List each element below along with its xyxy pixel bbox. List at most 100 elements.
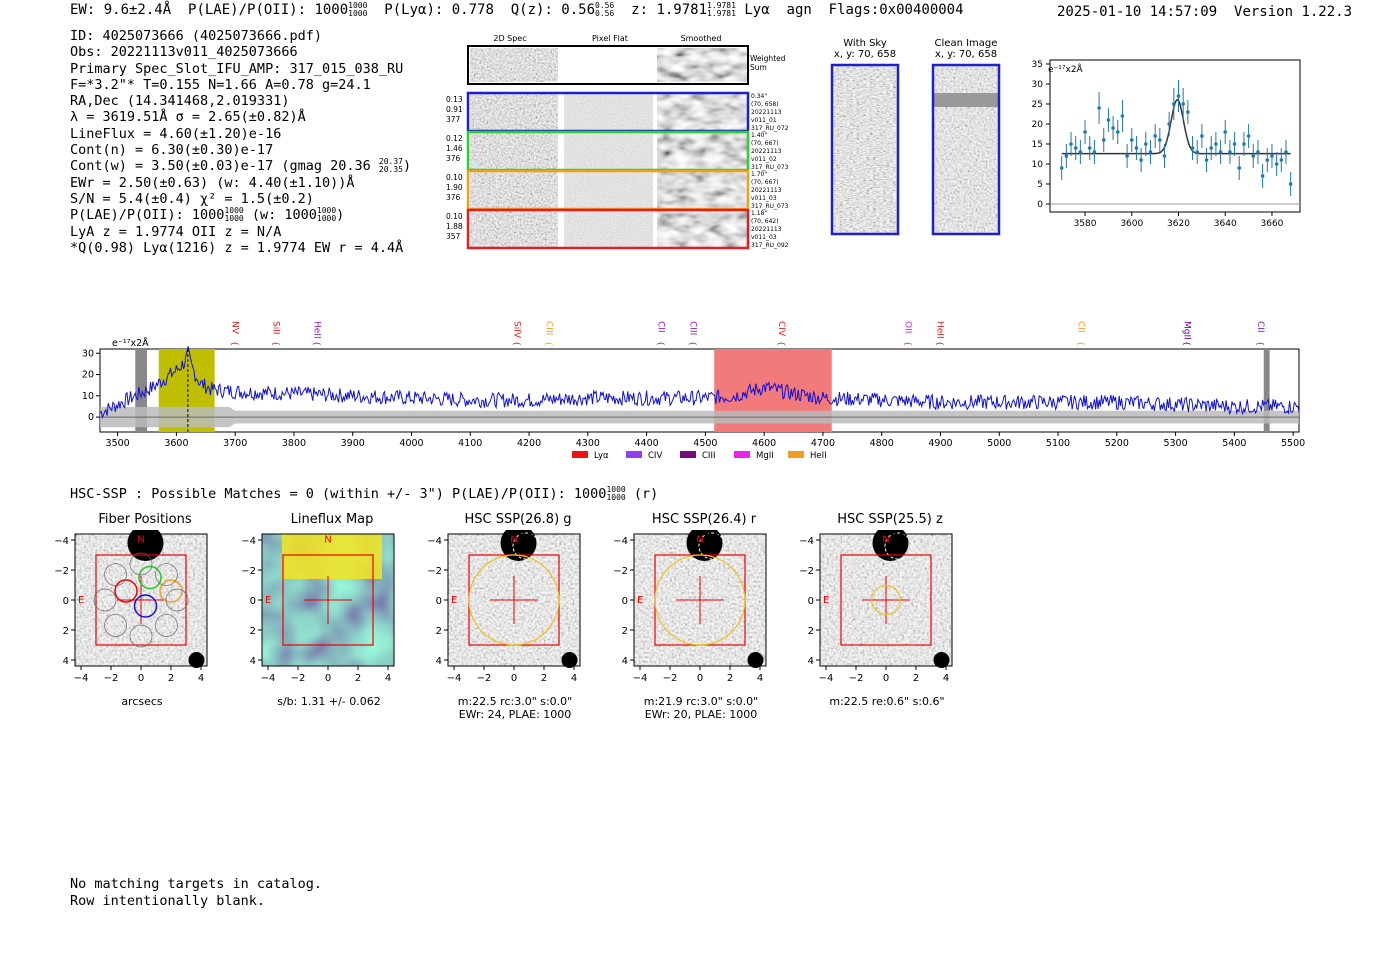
zoom-xtick-label: 3660 <box>1261 219 1284 229</box>
zoom-point <box>1106 118 1111 122</box>
zoom-point <box>1256 150 1260 154</box>
legend-swatch <box>680 451 696 458</box>
legend-label: Lyα <box>594 451 609 461</box>
zoom-point <box>1120 114 1125 118</box>
compass-n: N <box>510 534 517 545</box>
full-xtick-label: 4500 <box>693 438 717 449</box>
zoom-point <box>1200 134 1204 138</box>
hsc-thumb-image: N E −4 4 −2 2 0 0 2 −2 4 −4 <box>54 530 208 684</box>
hsc-ytick-label: −4 <box>799 536 814 547</box>
hsc-ytick-label: −4 <box>613 536 628 547</box>
hsc-thumb-title: Fiber Positions <box>98 512 192 527</box>
hsc-thumb-title: Lineflux Map <box>290 512 374 527</box>
hsc-xtick-label: −2 <box>104 673 119 684</box>
info-contw: Cont(w) = 3.50(±0.03)e-17 (gmag 20.36 20… <box>70 157 412 175</box>
zoom-ytick-label: 30 <box>1032 80 1044 90</box>
zoom-point <box>1214 142 1218 146</box>
zoom-point <box>1083 130 1087 134</box>
cutout-row-meta: v011_03 <box>751 234 777 241</box>
zoom-xtick-label: 3600 <box>1120 219 1143 229</box>
info-radec: RA,Dec (14.341468,2.019331) <box>70 93 290 110</box>
emission-line-brace: { <box>903 341 912 346</box>
hsc-xtick-label: −4 <box>74 673 89 684</box>
clean-image-title: Clean Image <box>934 38 998 49</box>
header-summary: EW: 9.6±2.4Å P(LAE)/P(OII): 10001000 1000… <box>70 2 964 19</box>
fiber-circle <box>138 565 162 590</box>
hsc-thumbnails: Fiber Positions N E −4 4 −2 2 0 0 2 −2 4 −4 arcsecs Li… <box>40 512 1000 720</box>
hsc-xtick-label: 2 <box>913 673 919 684</box>
compass-n: N <box>137 534 144 545</box>
hsc-ytick-label: 4 <box>250 656 256 667</box>
hsc-ytick-label: −4 <box>427 536 442 547</box>
cutout-row-meta: v011_03 <box>751 195 777 202</box>
fiber-circle <box>114 579 138 603</box>
legend-swatch <box>734 451 750 458</box>
zoom-point <box>1078 150 1083 154</box>
info-primary: Primary Spec_Slot_IFU_AMP: 317_015_038_R… <box>70 60 404 77</box>
sky-images <box>830 63 1001 236</box>
hsc-ytick-label: −2 <box>241 566 256 577</box>
emission-line-label: HeII <box>312 321 322 339</box>
emission-line-brace: { <box>656 341 665 346</box>
zoom-point <box>1204 158 1209 162</box>
cutout-row-meta: 1.40" <box>751 132 767 139</box>
hsc-ytick-label: −4 <box>241 536 256 547</box>
zoom-point <box>1218 150 1223 154</box>
hsc-thumb-caption: m:21.9 rc:3.0" s:0.0" EWr: 20, PLAE: 1000 <box>643 695 759 721</box>
hsc-ytick-label: 2 <box>436 626 442 637</box>
hsc-thumb-image: N E −4 4 −2 2 0 0 2 −2 4 −4 <box>613 530 767 684</box>
zoom-point <box>1274 162 1279 166</box>
zoom-point <box>1059 166 1064 170</box>
emission-line-label: CIII <box>544 321 554 335</box>
zoom-point <box>1172 102 1176 106</box>
hsc-aperture-circle <box>654 554 746 646</box>
flux-line <box>99 346 1300 420</box>
full-xtick-label: 4300 <box>576 438 600 449</box>
full-xtick-label: 4700 <box>811 438 835 449</box>
spectra-cutouts: 2D Spec Pixel Flat Smoothed Weighted Sum … <box>446 34 789 250</box>
info-obs: Obs: 20221113v011_4025073666 <box>70 44 298 61</box>
cutout-row-meta: 317_RU_092 <box>751 242 789 249</box>
zoom-point <box>1064 154 1069 158</box>
cutout-row-num: 1.88 <box>446 222 463 231</box>
hsc-xtick-label: −4 <box>447 673 462 684</box>
hsc-xtick-label: 0 <box>697 673 703 684</box>
full-xtick-label: 3500 <box>106 438 130 449</box>
full-xtick-label: 4200 <box>517 438 541 449</box>
hsc-thumb: HSC SSP(26.8) g N E −4 4 −2 2 0 0 2 −2 4 −4 m:22.5 rc… <box>413 512 603 720</box>
info-sn: S/N = 5.4(±0.4) χ² = 1.5(±0.2) <box>70 190 314 207</box>
hsc-ytick-label: 0 <box>250 596 256 607</box>
footer-note: No matching targets in catalog. Row inte… <box>70 876 322 909</box>
hsc-ytick-label: 2 <box>808 626 814 637</box>
hsc-xtick-label: −4 <box>819 673 834 684</box>
emission-line-label: MgII <box>1181 321 1191 340</box>
hsc-thumb-caption: arcsecs <box>121 695 163 708</box>
full-xtick-label: 5100 <box>1046 438 1070 449</box>
zoom-point <box>1162 154 1167 158</box>
header-qz: Q(z): 0.56 <box>510 2 596 18</box>
hsc-thumb: Fiber Positions N E −4 4 −2 2 0 0 2 −2 4 −4 arcsecs <box>40 512 230 712</box>
full-spectrum-chart: 3500 3600 3700 3800 3900 4000 4100 4200 4300 4400… <box>82 321 1305 461</box>
header-version: Version 1.22.3 <box>1234 4 1353 20</box>
cutout-row-num: 0.91 <box>446 105 463 114</box>
hsc-aperture-box <box>95 554 187 646</box>
full-ytick-label: 10 <box>82 391 94 402</box>
emission-line-label: OII <box>902 321 912 333</box>
hsc-aperture-box <box>282 554 374 646</box>
hsc-xtick-label: 2 <box>541 673 547 684</box>
hsc-xtick-label: 4 <box>943 673 949 684</box>
hsc-xtick-label: 2 <box>727 673 733 684</box>
emission-line-brace: { <box>313 341 322 346</box>
zoom-point <box>1101 138 1106 142</box>
info-lyaz: LyA z = 1.9774 OII z = N/A <box>70 223 282 240</box>
hsc-thumb-title: HSC SSP(25.5) z <box>837 512 943 527</box>
emission-line-label: CII <box>1076 321 1086 333</box>
header-flags: Flags:0x00400004 <box>828 2 964 18</box>
hsc-thumb-image: N E −4 4 −2 2 0 0 2 −2 4 −4 <box>799 530 953 684</box>
zoom-point <box>1087 146 1092 150</box>
hsc-xtick-label: 4 <box>757 673 763 684</box>
emission-line-label: CII <box>655 321 665 333</box>
hsc-thumb-image: N E −4 4 −2 2 0 0 2 −2 4 −4 <box>427 530 581 684</box>
compass-n: N <box>324 534 331 545</box>
